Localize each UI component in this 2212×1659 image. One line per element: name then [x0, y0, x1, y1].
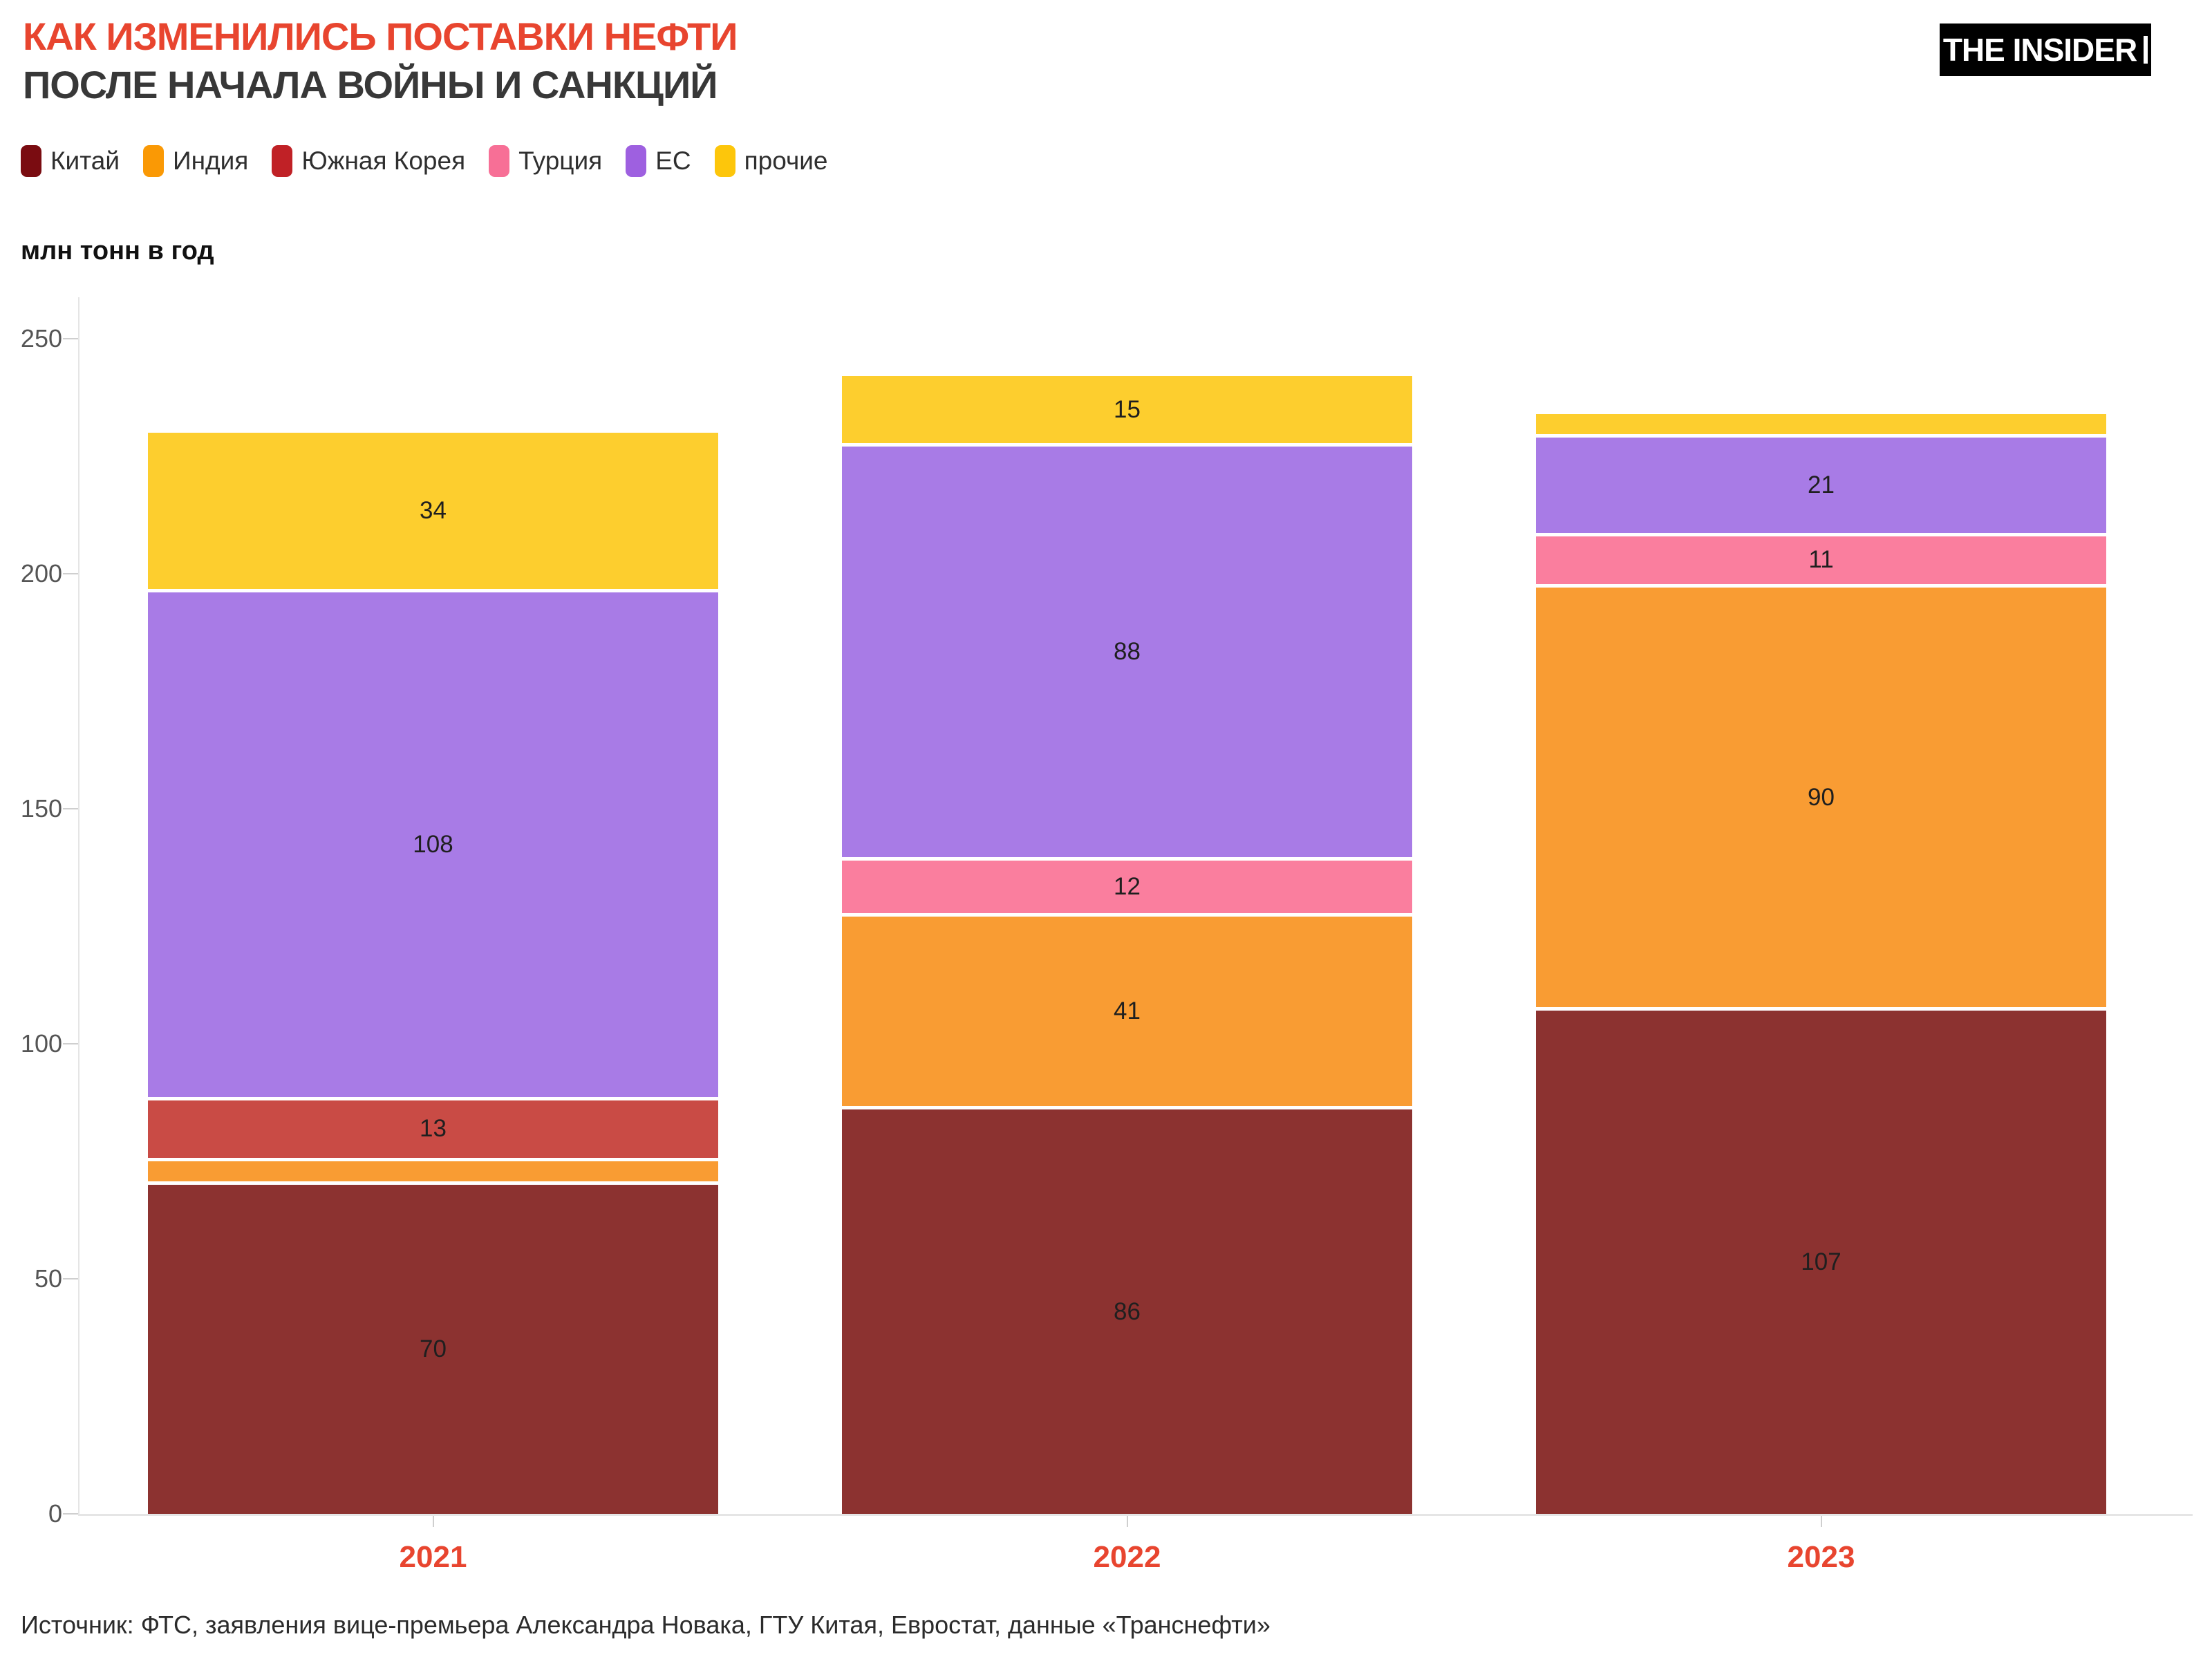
segment-Китай-2022: 86 — [842, 1109, 1412, 1514]
segment-value-label: 88 — [1114, 638, 1141, 666]
segment-value-label: 13 — [420, 1115, 447, 1143]
y-tick-label: 250 — [20, 324, 62, 353]
y-tick-mark — [63, 1278, 78, 1280]
legend-swatch — [143, 145, 164, 177]
legend-label: ЕС — [655, 147, 691, 175]
y-axis-line — [78, 297, 79, 1514]
y-tick-label: 50 — [34, 1264, 62, 1293]
y-tick-mark — [63, 338, 78, 339]
segment-value-label: 12 — [1114, 873, 1141, 901]
segment-прочие-2021: 34 — [148, 433, 718, 593]
legend-swatch — [272, 145, 293, 177]
segment-value-label: 90 — [1808, 783, 1835, 811]
y-tick-label: 100 — [20, 1029, 62, 1058]
legend-label: Южная Корея — [301, 147, 466, 175]
legend-swatch — [626, 145, 647, 177]
legend-item-3: Южная Корея — [272, 145, 465, 177]
segment-Турция-2023: 11 — [1536, 536, 2106, 588]
logo-text: THE INSIDER — [1942, 32, 2137, 68]
legend-label: Китай — [50, 147, 120, 175]
bar-2023: 107 90 11 21 — [1536, 413, 2106, 1514]
x-tick-mark — [1126, 1516, 1128, 1527]
segment-Индия-2022: 41 — [842, 917, 1412, 1110]
legend-item-2: Индия — [143, 145, 248, 177]
legend-item-4: Турция — [489, 145, 602, 177]
segment-value-label: 11 — [1808, 546, 1834, 574]
segment-value-label: 86 — [1114, 1297, 1141, 1325]
y-axis-title: млн тонн в год — [21, 236, 214, 265]
segment-ЕС-2021: 108 — [148, 592, 718, 1100]
title-accent-line: КАК ИЗМЕНИЛИСЬ ПОСТАВКИ НЕФТИ — [23, 15, 738, 58]
legend-swatch — [714, 145, 735, 177]
legend-item-6: прочие — [714, 145, 828, 177]
segment-Индия-2023: 90 — [1536, 588, 2106, 1011]
y-tick-mark — [63, 1043, 78, 1044]
segment-value-label: 34 — [420, 497, 447, 525]
segment-Китай-2021: 70 — [148, 1185, 718, 1514]
x-tick-mark — [1820, 1516, 1822, 1527]
y-tick-label: 0 — [48, 1499, 62, 1528]
source-note: Источник: ФТС, заявления вице-премьера А… — [21, 1611, 1271, 1639]
segment-value-label: 107 — [1801, 1248, 1841, 1276]
segment-value-label: 15 — [1114, 395, 1141, 423]
segment-Турция-2022: 12 — [842, 860, 1412, 917]
x-axis-year-label: 2021 — [399, 1540, 467, 1574]
legend-label: прочие — [744, 147, 828, 175]
segment-Южная Корея-2021: 13 — [148, 1100, 718, 1161]
segment-ЕС-2022: 88 — [842, 447, 1412, 861]
logo-cursor-bar — [2144, 36, 2148, 64]
segment-прочие-2023 — [1536, 413, 2106, 438]
legend-label: Турция — [518, 147, 603, 175]
x-axis-year-label: 2023 — [1787, 1540, 1855, 1574]
legend-label: Индия — [173, 147, 249, 175]
y-tick-mark — [63, 808, 78, 809]
segment-ЕС-2023: 21 — [1536, 437, 2106, 536]
segment-прочие-2022: 15 — [842, 376, 1412, 447]
legend-item-5: ЕС — [626, 145, 691, 177]
bar-2022: 86 41 12 88 15 — [842, 376, 1412, 1514]
y-tick-mark — [63, 573, 78, 574]
segment-value-label: 21 — [1808, 471, 1835, 498]
y-tick-label: 200 — [20, 559, 62, 588]
x-axis-year-label: 2022 — [1093, 1540, 1161, 1574]
legend-swatch — [489, 145, 510, 177]
bar-2021: 70 13 108 34 — [148, 433, 718, 1514]
the-insider-logo: THE INSIDER — [1940, 24, 2151, 76]
segment-value-label: 108 — [413, 830, 453, 858]
y-tick-mark — [63, 1513, 78, 1515]
segment-value-label: 70 — [420, 1335, 447, 1362]
y-tick-label: 150 — [20, 794, 62, 823]
segment-value-label: 41 — [1114, 997, 1141, 1025]
x-axis-line — [78, 1514, 2193, 1516]
legend-swatch — [21, 145, 41, 177]
title-secondary-line: ПОСЛЕ НАЧАЛА ВОЙНЫ И САНКЦИЙ — [23, 63, 718, 106]
legend-item-1: Китай — [21, 145, 120, 177]
page-title: КАК ИЗМЕНИЛИСЬ ПОСТАВКИ НЕФТИ ПОСЛЕ НАЧА… — [23, 12, 738, 109]
chart-legend: Китай Индия Южная Корея Турция ЕС прочие — [21, 145, 852, 177]
segment-Индия-2021 — [148, 1161, 718, 1185]
segment-Китай-2023: 107 — [1536, 1011, 2106, 1514]
x-tick-mark — [432, 1516, 434, 1527]
